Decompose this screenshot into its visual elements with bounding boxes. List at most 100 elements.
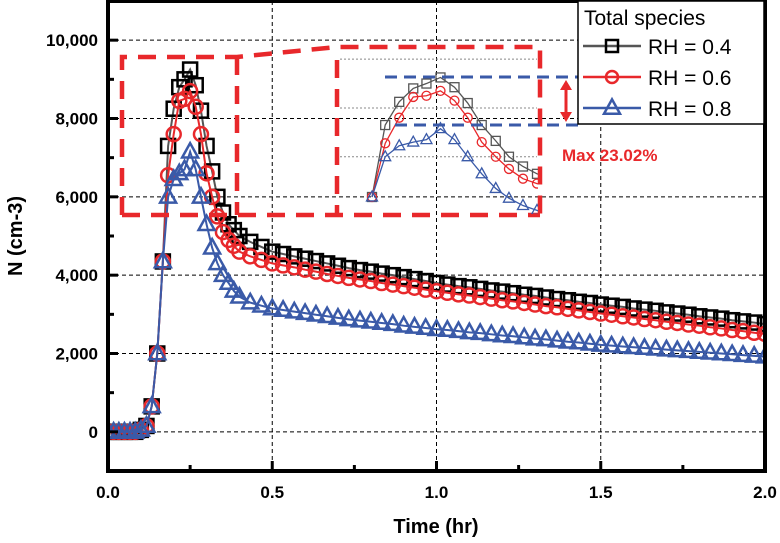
data-point-triangle: [365, 189, 379, 202]
data-point-triangle: [316, 305, 338, 324]
data-point-triangle: [378, 149, 392, 162]
data-point-circle: [395, 277, 412, 295]
x-tick-label: 1.0: [425, 483, 449, 502]
data-point-triangle: [196, 213, 217, 232]
data-point-triangle: [590, 333, 611, 352]
data-point-triangle: [284, 300, 305, 319]
data-point-circle: [439, 284, 456, 302]
data-point-triangle: [516, 198, 530, 211]
data-point-triangle: [360, 310, 381, 329]
data-point-triangle: [656, 338, 677, 357]
data-point-triangle: [229, 285, 250, 304]
data-point-triangle: [530, 203, 538, 214]
y-tick-labels: 0 2,000 4,000 6,000 8,000 10,000: [46, 31, 98, 442]
data-point-circle: [723, 321, 741, 339]
data-point-square: [351, 261, 369, 279]
y-tick-label: 2,000: [55, 345, 98, 364]
data-point-triangle: [212, 263, 234, 283]
data-point-circle: [462, 112, 473, 123]
data-point-circle: [658, 313, 675, 331]
data-point-circle: [406, 279, 423, 296]
zoom-box-outline: [119, 44, 543, 218]
data-point-triangle: [437, 318, 458, 338]
data-point-square: [745, 314, 763, 331]
data-point-triangle: [447, 132, 462, 145]
data-point-triangle: [711, 342, 732, 361]
data-point-circle: [181, 82, 199, 100]
data-point-square: [581, 294, 599, 312]
data-point-square: [264, 243, 281, 260]
data-point-triangle: [489, 181, 503, 194]
axes: [106, 0, 767, 473]
data-point-circle: [504, 293, 522, 310]
data-point-circle: [614, 308, 632, 325]
legend-label: RH = 0.6: [648, 67, 731, 90]
inset-series-04: [366, 72, 538, 203]
data-point-square: [362, 263, 380, 280]
data-point-circle: [546, 183, 555, 192]
data-point-circle: [691, 317, 708, 334]
zoom-highlight: [119, 44, 543, 218]
data-point-triangle: [492, 324, 513, 343]
data-point-square: [394, 96, 405, 107]
data-point-square: [603, 297, 620, 314]
x-axis-label: Time (hr): [393, 516, 478, 538]
data-point-square: [395, 268, 412, 286]
data-point-triangle: [502, 190, 516, 203]
data-point-square: [307, 252, 325, 270]
y-tick-label: 4,000: [55, 266, 98, 285]
y-tick-label: 10,000: [46, 31, 98, 50]
data-point-circle: [483, 290, 500, 307]
data-point-circle: [286, 259, 303, 276]
data-point-square: [680, 306, 697, 323]
data-point-circle: [450, 286, 467, 303]
data-point-triangle: [338, 308, 359, 327]
data-point-triangle: [152, 250, 173, 269]
data-point-triangle: [207, 252, 228, 271]
data-point-circle: [187, 98, 204, 115]
data-point-circle: [745, 324, 763, 341]
data-point-triangle: [612, 335, 633, 354]
data-point-triangle: [732, 343, 754, 363]
data-point-circle: [307, 263, 325, 280]
data-point-circle: [165, 125, 182, 143]
data-point-triangle: [251, 294, 272, 313]
x-tick-labels: 0.0 0.5 1.0 1.5 2.0: [96, 483, 777, 502]
data-point-circle: [428, 282, 445, 300]
data-point-circle: [192, 125, 210, 143]
data-point-circle: [198, 165, 215, 182]
data-point-square: [318, 255, 336, 272]
data-point-triangle: [645, 337, 666, 356]
inset-series-08: [365, 121, 538, 214]
inset-plot: [340, 58, 583, 214]
data-point-circle: [515, 294, 533, 312]
data-point-circle: [373, 274, 390, 292]
y-tick-label: 6,000: [55, 188, 98, 207]
data-point-triangle: [305, 303, 327, 322]
data-point-circle: [531, 178, 538, 189]
data-point-square: [296, 250, 314, 267]
data-point-circle: [384, 276, 402, 293]
y-tick-label: 0: [89, 423, 98, 442]
data-point-circle: [526, 296, 544, 313]
data-point-triangle: [392, 138, 406, 151]
data-point-circle: [449, 95, 460, 106]
data-point-square: [713, 310, 730, 327]
data-point-triangle: [349, 309, 371, 328]
data-point-triangle: [272, 298, 294, 318]
data-point-circle: [713, 320, 730, 337]
data-point-triangle: [190, 185, 212, 204]
data-point-square: [274, 245, 292, 263]
data-point-triangle: [722, 343, 743, 362]
data-point-circle: [604, 69, 620, 85]
data-point-circle: [241, 248, 259, 265]
data-point-triangle: [744, 344, 765, 363]
data-point-square: [384, 266, 402, 284]
data-point-circle: [592, 305, 609, 322]
data-point-triangle: [700, 341, 721, 360]
data-point-square: [691, 308, 708, 325]
data-point-circle: [408, 91, 419, 103]
data-point-triangle: [426, 318, 447, 337]
inset-content: [340, 58, 555, 214]
